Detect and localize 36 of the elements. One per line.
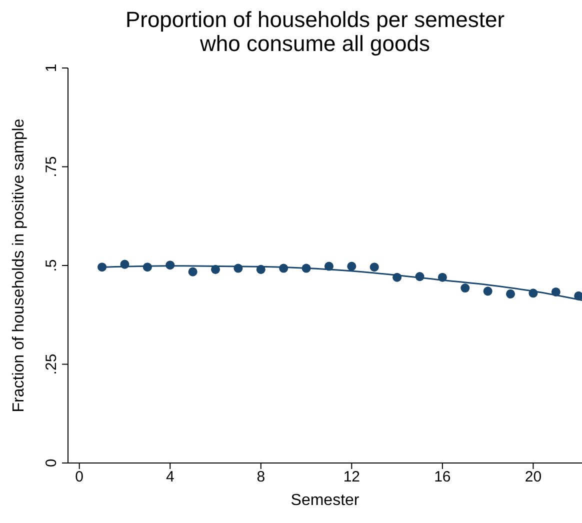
point [234, 264, 243, 273]
point [210, 264, 220, 274]
point [574, 291, 582, 300]
point [438, 272, 447, 282]
point [370, 262, 379, 272]
x-tick-label: 16 [434, 468, 451, 486]
point [347, 262, 356, 271]
point [188, 267, 198, 276]
point [98, 262, 107, 272]
point [302, 264, 311, 273]
y-tick-label: .5 [43, 259, 60, 272]
point [551, 287, 560, 296]
point [528, 288, 538, 298]
point [279, 264, 288, 273]
chart-title: Proportion of households per semester who consume all goods [124, 7, 506, 56]
point [415, 272, 424, 282]
point [142, 262, 152, 272]
x-tick-label: 8 [256, 468, 266, 486]
y-axis-title: Fraction of households in positive sample [10, 118, 28, 412]
point [460, 284, 470, 293]
point [120, 260, 130, 269]
x-axis-title: Semester [290, 492, 360, 509]
x-tick-label: 12 [343, 468, 360, 486]
point [166, 260, 175, 270]
x-tick-label: 0 [75, 468, 84, 486]
x-tick-label: 4 [166, 468, 174, 486]
x-tick-label: 20 [524, 468, 542, 486]
y-tick-label: .75 [43, 156, 60, 178]
point [392, 272, 402, 282]
point [256, 264, 266, 274]
y-tick-label: 1 [43, 64, 60, 72]
y-tick-label: 0 [43, 458, 60, 468]
y-tick-label: .25 [43, 354, 60, 375]
point [506, 289, 516, 298]
point [483, 286, 492, 296]
point [324, 262, 334, 271]
